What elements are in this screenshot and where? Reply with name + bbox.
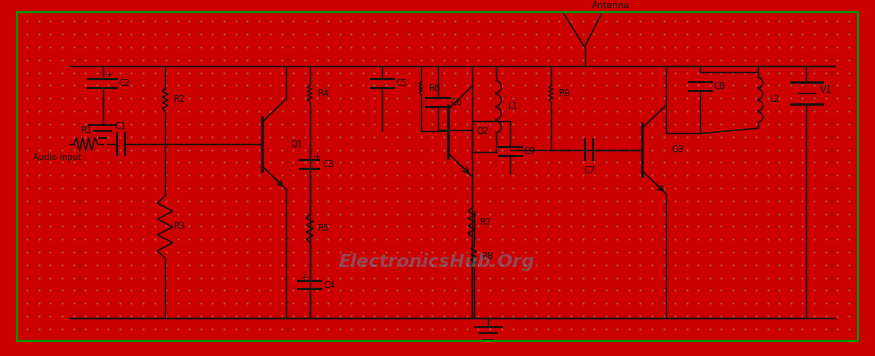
Text: R7: R7	[480, 218, 492, 227]
Text: R9: R9	[558, 89, 570, 98]
Text: +: +	[312, 152, 319, 162]
Text: L1: L1	[507, 102, 518, 111]
Text: Q2: Q2	[477, 127, 489, 136]
Text: R4: R4	[318, 89, 329, 98]
Text: C5: C5	[396, 79, 408, 88]
Text: C4: C4	[323, 281, 335, 290]
Text: R1: R1	[80, 126, 92, 135]
Text: R8: R8	[481, 252, 493, 261]
Text: C2: C2	[119, 79, 130, 88]
Text: Q1: Q1	[290, 140, 304, 149]
Text: +: +	[105, 70, 112, 79]
Text: Audio input: Audio input	[33, 153, 81, 162]
Text: L2: L2	[770, 95, 780, 104]
Text: C3: C3	[322, 160, 334, 169]
Text: ElectronicsHub.Org: ElectronicsHub.Org	[339, 253, 536, 271]
Text: C1: C1	[115, 122, 127, 131]
Text: R5: R5	[318, 224, 330, 233]
Text: C6: C6	[451, 98, 463, 107]
Text: C7: C7	[584, 166, 595, 174]
Text: C9: C9	[524, 147, 536, 156]
Text: Q3: Q3	[671, 145, 684, 154]
Text: R6: R6	[429, 84, 440, 93]
Text: V1: V1	[820, 85, 832, 95]
Text: Antenna: Antenna	[592, 1, 630, 10]
Text: +: +	[300, 273, 307, 282]
Text: C8: C8	[714, 82, 725, 91]
Text: R2: R2	[173, 95, 185, 104]
Text: R3: R3	[173, 222, 185, 231]
